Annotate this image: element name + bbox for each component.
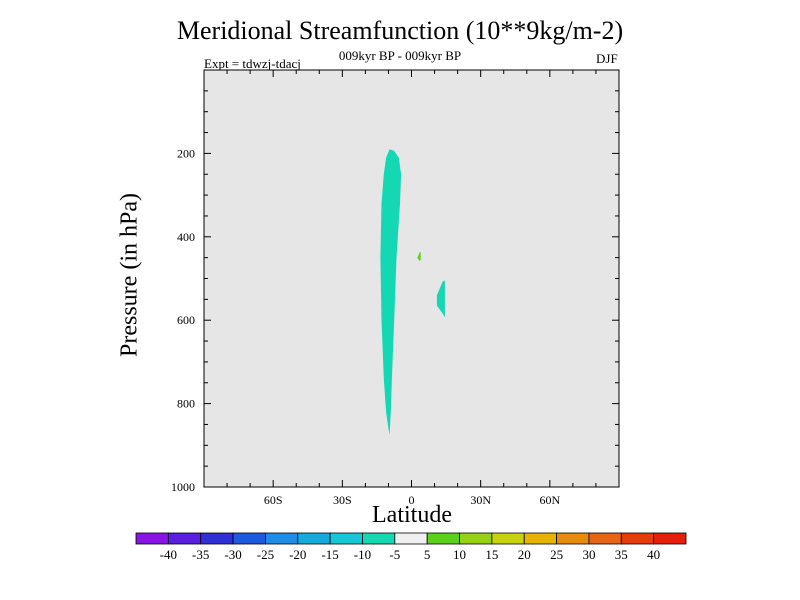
season-label: DJF [596,51,618,66]
chart-subtitle: 009kyr BP - 009kyr BP [338,48,462,63]
colorbar-swatch [232,532,266,545]
contour-region-2 [417,251,421,261]
colorbar-swatch [620,532,655,545]
colorbar-swatch [200,532,234,545]
x-tick-label: 60S [264,493,283,507]
colorbar-label: -35 [192,547,209,562]
x-tick-label: 30N [470,493,491,507]
y-tick-label: 800 [177,397,195,411]
y-tick-label: 200 [177,146,195,160]
colorbar-label: -15 [321,547,338,562]
experiment-label: Expt = tdwzj-tdacj [204,56,301,71]
colorbar-label: -10 [354,547,371,562]
colorbar-label: 10 [453,547,466,562]
colorbar-label: -5 [389,547,400,562]
colorbar-swatch [167,532,202,545]
colorbar-label: 15 [485,547,498,562]
y-tick-label: 600 [177,313,195,327]
colorbar-label: 40 [647,547,660,562]
colorbar-label: 5 [424,547,431,562]
x-tick-label: 60N [539,493,560,507]
colorbar-swatch [588,532,622,545]
colorbar-swatch [265,532,299,545]
colorbar-label: -25 [257,547,274,562]
contour-region-1 [380,149,402,435]
colorbar-label: -40 [160,547,177,562]
colorbar-label: -20 [289,547,306,562]
colorbar-swatch [459,532,493,545]
colorbar-swatch [362,532,396,545]
y-tick-label: 1000 [171,480,195,494]
y-tick-label: 400 [177,230,195,244]
colorbar-swatch [523,532,557,545]
colorbar-label: 30 [582,547,595,562]
colorbar-label: 20 [518,547,531,562]
colorbar-label: -30 [224,547,241,562]
x-tick-label: 0 [409,493,415,507]
colorbar-swatch [556,532,590,545]
chart-title: Meridional Streamfunction (10**9kg/m-2) [176,16,624,45]
colorbar-label: 35 [615,547,628,562]
colorbar-swatch [394,532,428,545]
colorbar-swatch [653,532,687,545]
colorbar-swatch [491,532,525,545]
colorbar-swatch [297,532,331,545]
colorbar-swatch [426,532,460,545]
plot-area [204,70,619,487]
contour-region-3 [436,280,445,318]
colorbar-swatch [135,532,169,545]
colorbar-label: 25 [550,547,563,562]
x-tick-label: 30S [333,493,352,507]
x-axis-label: Latitude [372,502,452,528]
colorbar-swatch [329,532,363,545]
